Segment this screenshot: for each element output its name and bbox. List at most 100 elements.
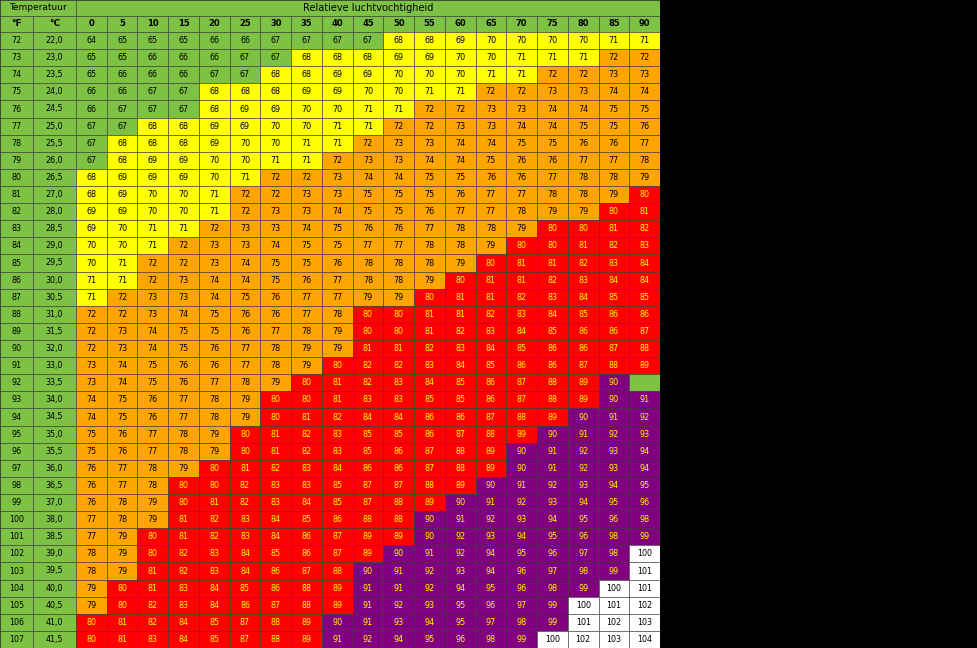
Bar <box>230 255 260 272</box>
Text: 72: 72 <box>148 275 158 284</box>
Bar <box>475 220 506 237</box>
Bar <box>506 323 536 340</box>
Text: 84: 84 <box>639 259 649 268</box>
Text: 87: 87 <box>577 361 587 370</box>
Text: 24,5: 24,5 <box>46 104 64 113</box>
Bar <box>260 597 291 614</box>
Text: 91: 91 <box>516 481 527 490</box>
Bar <box>76 16 106 32</box>
Bar <box>536 391 568 408</box>
Bar <box>598 49 628 66</box>
Text: 77: 77 <box>117 464 127 473</box>
Text: 77: 77 <box>209 378 219 388</box>
Bar <box>475 579 506 597</box>
Text: 91: 91 <box>332 635 342 644</box>
Bar <box>106 408 138 426</box>
Text: 86: 86 <box>639 310 649 319</box>
Text: 99: 99 <box>577 584 588 593</box>
Bar <box>598 16 628 32</box>
Bar <box>383 511 413 528</box>
Text: 87: 87 <box>332 550 342 559</box>
Bar <box>138 117 168 135</box>
Bar <box>383 340 413 357</box>
Bar <box>506 597 536 614</box>
Text: 22,0: 22,0 <box>46 36 64 45</box>
Bar <box>628 203 659 220</box>
Bar <box>321 443 353 460</box>
Bar <box>445 597 475 614</box>
Bar <box>568 288 598 306</box>
Bar <box>33 32 76 49</box>
Bar <box>106 357 138 375</box>
Text: 79: 79 <box>209 446 219 456</box>
Bar <box>628 494 659 511</box>
Text: 83: 83 <box>271 481 280 490</box>
Bar <box>321 255 353 272</box>
Text: 79: 79 <box>332 344 342 353</box>
Text: 70: 70 <box>179 207 189 216</box>
Bar <box>230 391 260 408</box>
Text: 90: 90 <box>516 446 527 456</box>
Text: 81: 81 <box>117 635 127 644</box>
Text: 82: 82 <box>577 259 587 268</box>
Bar <box>0 375 33 391</box>
Text: 81: 81 <box>12 190 21 199</box>
Bar <box>321 306 353 323</box>
Bar <box>76 408 106 426</box>
Bar <box>76 614 106 631</box>
Text: 89: 89 <box>362 532 372 541</box>
Bar <box>413 375 445 391</box>
Text: 69: 69 <box>209 139 219 148</box>
Text: 70: 70 <box>362 87 372 97</box>
Bar <box>321 152 353 169</box>
Text: 93: 93 <box>424 601 434 610</box>
Text: 96: 96 <box>577 532 587 541</box>
Bar <box>628 306 659 323</box>
Bar <box>138 100 168 117</box>
Text: 68: 68 <box>148 122 157 131</box>
Bar <box>383 528 413 546</box>
Bar <box>628 100 659 117</box>
Bar <box>0 460 33 477</box>
Bar <box>536 272 568 288</box>
Text: 72: 72 <box>271 190 280 199</box>
Bar <box>230 135 260 152</box>
Text: 67: 67 <box>209 70 219 79</box>
Text: 86: 86 <box>516 361 527 370</box>
Text: 72: 72 <box>239 207 250 216</box>
Bar <box>413 477 445 494</box>
Bar <box>383 49 413 66</box>
Bar <box>598 169 628 186</box>
Text: 87: 87 <box>639 327 649 336</box>
Bar <box>76 528 106 546</box>
Bar <box>445 186 475 203</box>
Bar <box>230 375 260 391</box>
Bar <box>33 408 76 426</box>
Text: 70: 70 <box>271 139 280 148</box>
Bar <box>291 32 321 49</box>
Bar <box>568 443 598 460</box>
Text: 69: 69 <box>148 156 157 165</box>
Bar <box>321 16 353 32</box>
Text: 87: 87 <box>454 430 465 439</box>
Bar <box>536 528 568 546</box>
Bar <box>628 16 659 32</box>
Text: 91: 91 <box>609 413 618 421</box>
Bar <box>536 631 568 648</box>
Text: 69: 69 <box>86 207 97 216</box>
Bar <box>198 100 230 117</box>
Bar <box>628 323 659 340</box>
Text: 68: 68 <box>117 156 127 165</box>
Text: 80: 80 <box>609 207 618 216</box>
Text: 79: 79 <box>301 361 312 370</box>
Text: 90: 90 <box>516 464 527 473</box>
Bar <box>598 614 628 631</box>
Text: 86: 86 <box>271 566 280 575</box>
Text: 76: 76 <box>301 275 312 284</box>
Bar <box>33 66 76 84</box>
Text: 91: 91 <box>394 566 404 575</box>
Bar <box>383 32 413 49</box>
Text: 78: 78 <box>486 224 495 233</box>
Text: 80: 80 <box>301 395 312 404</box>
Bar <box>198 562 230 579</box>
